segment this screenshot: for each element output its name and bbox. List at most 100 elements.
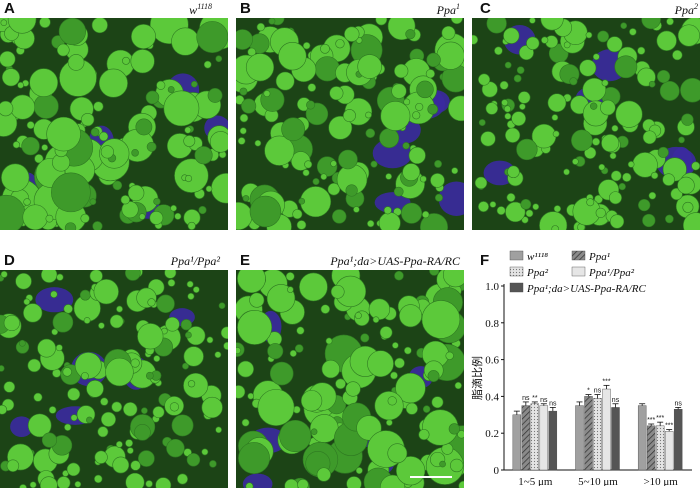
lipid-droplet	[344, 26, 360, 42]
significance-label: **	[532, 395, 538, 402]
lipid-droplet	[316, 467, 331, 482]
lipid-droplet	[29, 481, 37, 488]
panel-letter-d: D	[4, 252, 15, 269]
lipid-droplet	[445, 351, 454, 360]
lipid-droplet	[419, 175, 427, 183]
lipid-droplet	[155, 477, 172, 488]
lipid-droplet	[86, 416, 93, 424]
lipid-droplet	[678, 136, 685, 144]
lipid-droplet	[328, 115, 353, 140]
lipid-droplet	[609, 214, 625, 229]
lipid-droplet	[22, 204, 49, 230]
lipid-droplet	[434, 193, 443, 202]
lipid-droplet	[98, 322, 105, 329]
lipid-droplet	[391, 83, 407, 99]
lipid-droplet	[597, 30, 609, 43]
lipid-droplet	[387, 396, 397, 406]
lipid-droplet	[427, 370, 440, 382]
lipid-droplet	[209, 131, 228, 153]
micrograph-e	[236, 270, 464, 488]
lipid-droplet	[37, 338, 56, 358]
lipid-droplet	[427, 103, 439, 115]
lipid-droplet	[285, 272, 295, 281]
lipid-droplet	[131, 24, 156, 49]
x-tick-label: 5~10 μm	[578, 476, 618, 486]
lipid-droplet	[592, 53, 600, 61]
lipid-droplet	[572, 158, 579, 165]
panel-letter-c: C	[480, 0, 491, 17]
lipid-droplet	[517, 91, 531, 104]
lipid-droplet	[520, 198, 532, 210]
lipid-droplet	[242, 195, 250, 202]
lipid-droplet	[26, 121, 35, 130]
lipid-droplet	[622, 172, 632, 182]
bar	[646, 425, 656, 471]
lipid-droplet	[294, 344, 304, 353]
lipid-droplet	[401, 202, 423, 224]
genotype-a: w	[189, 3, 198, 17]
lipid-droplet	[156, 294, 175, 313]
legend-label: Ppa¹	[588, 251, 610, 263]
lipid-droplet	[486, 18, 507, 34]
lipid-droplet	[34, 154, 44, 164]
lipid-droplet	[454, 381, 462, 390]
lipid-droplet	[1, 68, 20, 87]
significance-label: ns	[522, 395, 530, 402]
lipid-droplet	[164, 270, 177, 279]
panel-caption-c: Ppa2	[648, 2, 698, 18]
lipid-droplet	[187, 292, 195, 300]
nucleus-blob	[10, 416, 33, 438]
lipid-droplet	[279, 419, 312, 453]
lipid-droplet	[478, 119, 486, 126]
lipid-droplet	[393, 186, 404, 197]
bar	[637, 405, 647, 471]
lipid-droplet	[434, 160, 442, 168]
lipid-droplet	[269, 361, 294, 386]
lipid-droplet	[379, 326, 393, 339]
bar	[611, 407, 620, 471]
lipid-droplet	[506, 193, 516, 202]
lipid-droplet	[499, 80, 509, 90]
legend-label: w¹¹¹⁸	[527, 251, 548, 263]
lipid-droplet	[94, 474, 103, 484]
lipid-droplet	[360, 333, 370, 343]
lipid-droplet	[403, 98, 411, 106]
lipid-droplet	[205, 185, 213, 193]
lipid-droplet	[642, 213, 656, 228]
legend-swatch	[509, 266, 524, 277]
lipid-droplet	[191, 80, 198, 88]
lipid-droplet	[218, 302, 226, 310]
lipid-droplet	[64, 222, 77, 230]
lipid-droplet	[430, 173, 445, 188]
lipid-droplet	[236, 385, 246, 399]
bar	[521, 405, 531, 471]
lipid-droplet	[198, 205, 207, 215]
significance-label: ***	[647, 417, 655, 424]
lipid-droplet	[353, 206, 360, 213]
lipid-droplet	[330, 284, 345, 299]
lipid-droplet	[298, 197, 306, 205]
lipid-droplet	[241, 98, 257, 114]
legend-swatch	[571, 250, 586, 261]
lipid-droplet	[241, 418, 250, 427]
lipid-droplet	[472, 34, 479, 45]
lipid-droplet	[503, 105, 512, 113]
lipid-droplet	[426, 52, 441, 68]
lipid-droplet	[169, 402, 180, 412]
lipid-droplet	[74, 480, 82, 488]
lipid-droplet	[90, 127, 100, 137]
lipid-droplet	[504, 112, 512, 120]
lipid-droplet	[192, 286, 200, 293]
lipid-droplet	[165, 316, 180, 332]
lipid-droplet	[187, 221, 196, 230]
lipid-droplet	[383, 206, 392, 215]
lipid-droplet	[264, 135, 295, 166]
lipid-droplet	[589, 102, 598, 110]
lipid-droplet	[615, 100, 643, 128]
lipid-droplet	[394, 270, 404, 281]
lipid-droplet	[109, 314, 124, 329]
lipid-droplet	[650, 171, 659, 180]
lipid-droplet	[296, 326, 305, 335]
lipid-droplet	[665, 214, 674, 224]
lipid-droplet	[399, 304, 423, 328]
